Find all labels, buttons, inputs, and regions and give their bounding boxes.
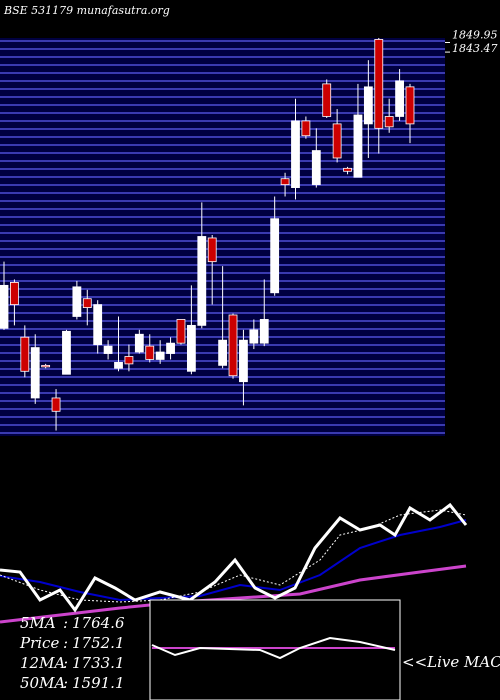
indicator-name: 12MA bbox=[20, 654, 65, 672]
candle-body bbox=[311, 150, 321, 186]
candle-body bbox=[395, 80, 404, 117]
lower-indicators bbox=[0, 502, 468, 624]
candle-body bbox=[30, 347, 40, 399]
indicator-name: Price bbox=[19, 634, 59, 652]
indicator-value: 1764.6 bbox=[72, 614, 125, 632]
candle-body bbox=[239, 339, 248, 383]
indicator-value: 1591.1 bbox=[72, 674, 125, 692]
candle-body bbox=[10, 282, 19, 306]
candle-body bbox=[176, 319, 186, 344]
indicator-value: 1752.1 bbox=[72, 634, 125, 652]
candle-body bbox=[280, 178, 290, 186]
macd-label: <<Live MACD bbox=[402, 653, 500, 671]
macd-box bbox=[149, 599, 401, 700]
candle-body bbox=[405, 86, 415, 125]
candle-body bbox=[218, 339, 228, 366]
candle-body bbox=[249, 329, 259, 344]
candle-body bbox=[353, 114, 363, 178]
y-tick-label: 1843.47 bbox=[452, 42, 498, 55]
candle-body bbox=[72, 286, 82, 317]
candle-body bbox=[134, 333, 144, 353]
indicator-sep: : bbox=[63, 674, 68, 692]
candle-body bbox=[124, 356, 134, 365]
macd-lines bbox=[151, 636, 396, 660]
candle-body bbox=[103, 345, 113, 354]
candle-body bbox=[363, 86, 373, 125]
candle-body bbox=[51, 397, 61, 412]
candle-body bbox=[301, 120, 311, 137]
candle-body bbox=[228, 314, 238, 377]
candle-body bbox=[291, 120, 300, 188]
indicator-value: 1733.1 bbox=[72, 654, 125, 672]
candle-body bbox=[93, 304, 103, 346]
candle-body bbox=[186, 324, 196, 372]
indicator-sep: : bbox=[63, 634, 68, 652]
indicator-sep: : bbox=[63, 614, 68, 632]
indicator-name: 5MA bbox=[20, 614, 56, 632]
candle-body bbox=[20, 336, 30, 372]
candle-body bbox=[197, 236, 207, 326]
candle-body bbox=[155, 351, 165, 360]
candle-body bbox=[343, 167, 352, 172]
candle-body bbox=[259, 319, 269, 344]
candle-body bbox=[384, 116, 394, 128]
candle-body bbox=[145, 345, 155, 360]
candle-body bbox=[322, 83, 332, 117]
y-tick-label: 1849.95 bbox=[452, 28, 498, 41]
candle-body bbox=[207, 237, 217, 263]
candle-body bbox=[332, 123, 342, 159]
indicator-sep: : bbox=[63, 654, 68, 672]
candle-body bbox=[166, 342, 175, 354]
candle-body bbox=[0, 284, 9, 329]
candle-body bbox=[82, 298, 92, 308]
candle-body bbox=[41, 364, 51, 368]
candle-body bbox=[62, 330, 71, 375]
indicator-name: 50MA bbox=[20, 674, 65, 692]
candle-body bbox=[374, 39, 384, 129]
candle-body bbox=[114, 362, 123, 369]
candle-body bbox=[270, 218, 280, 294]
chart-title: BSE 531179 munafasutra.org bbox=[3, 4, 170, 17]
